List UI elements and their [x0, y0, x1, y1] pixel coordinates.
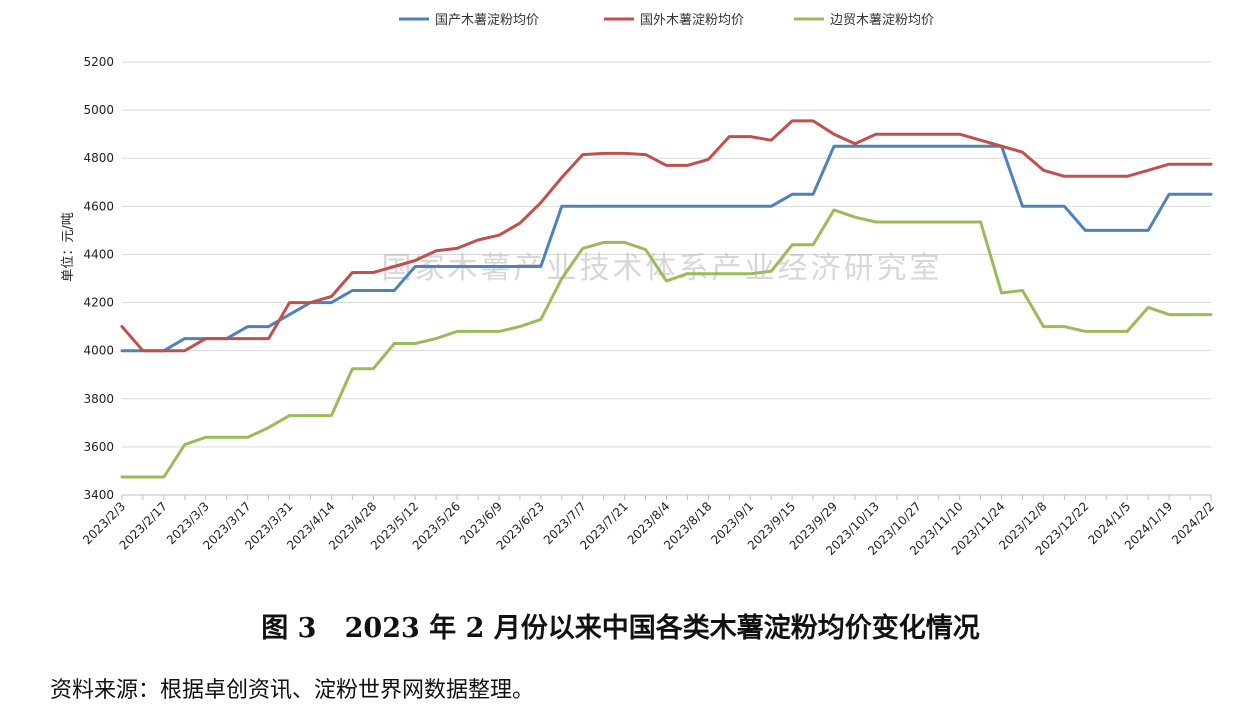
line-chart: 国产木薯淀粉均价 国外木薯淀粉均价 边贸木薯淀粉均价 3400 3600 3800 400… — [61, 13, 1217, 558]
y-axis: 3400 3600 3800 4000 4200 4400 4600 4800 5000 5200 — [83, 55, 114, 502]
y-tick-label: 4400 — [83, 247, 114, 261]
x-tick-label: 2024/2/2 — [1169, 499, 1217, 547]
y-tick-label: 4600 — [83, 199, 114, 213]
y-tick-label: 4000 — [83, 344, 114, 358]
y-axis-label: 单位：元/吨 — [61, 212, 76, 281]
source-note: 资料来源：根据卓创资讯、淀粉世界网数据整理。 — [50, 678, 535, 703]
series-line — [120, 144, 1213, 353]
y-tick-label: 3600 — [83, 440, 114, 454]
legend-label: 国外木薯淀粉均价 — [640, 13, 744, 28]
legend: 国产木薯淀粉均价 国外木薯淀粉均价 边贸木薯淀粉均价 — [399, 13, 934, 28]
figure-caption: 图 3 2023 年 2 月份以来中国各类木薯淀粉均价变化情况 — [261, 613, 980, 644]
y-tick-label: 4200 — [83, 296, 114, 310]
series-line — [120, 119, 1213, 353]
y-tick-label: 4800 — [83, 151, 114, 165]
y-tick-label: 3400 — [83, 488, 114, 502]
x-axis: 2023/2/32023/2/172023/3/32023/3/172023/3… — [80, 495, 1217, 558]
legend-label: 边贸木薯淀粉均价 — [830, 13, 934, 28]
y-tick-label: 5200 — [83, 55, 114, 69]
watermark-text: 国家木薯产业技术体系产业经济研究室 — [382, 251, 943, 286]
y-tick-label: 5000 — [83, 103, 114, 117]
series-lines — [120, 119, 1213, 479]
legend-label: 国产木薯淀粉均价 — [435, 13, 539, 28]
series-line — [120, 208, 1213, 479]
y-tick-label: 3800 — [83, 392, 114, 406]
